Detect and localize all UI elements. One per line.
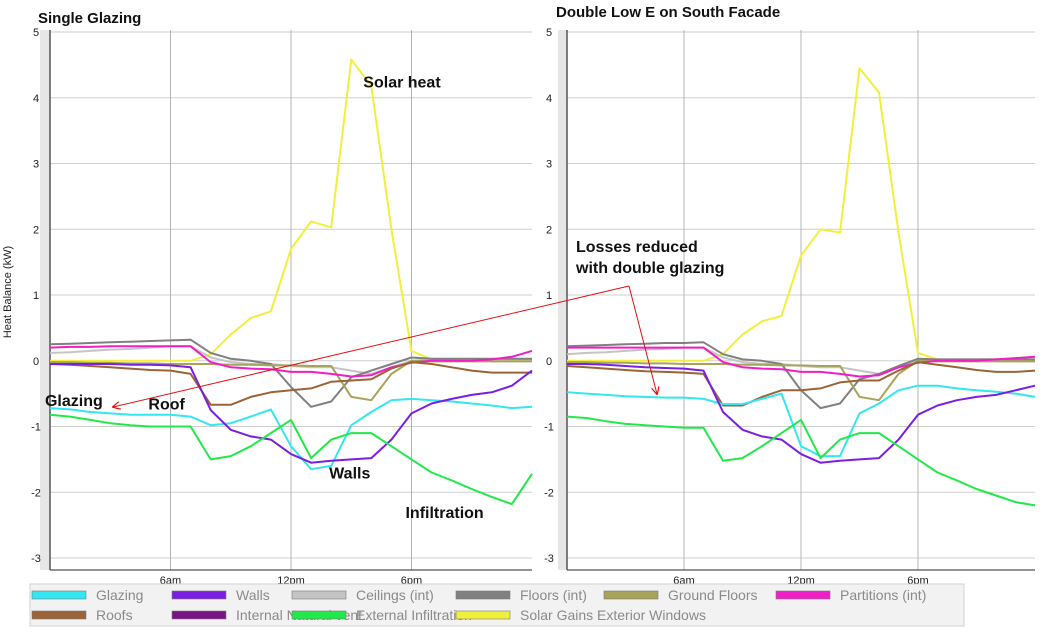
- chart-title: Single Glazing: [38, 10, 141, 27]
- legend-item-glazing: Glazing: [31, 587, 143, 603]
- legend-swatch: [291, 610, 347, 620]
- legend-item-walls: Walls: [171, 587, 270, 603]
- legend-swatch: [171, 590, 227, 600]
- annotation-roof: Roof: [148, 396, 185, 413]
- y-tick-label: 5: [546, 27, 552, 39]
- y-tick-label: -3: [31, 553, 41, 565]
- annotation-solar-heat: Solar heat: [363, 74, 441, 91]
- legend-item-solar-gains-exterior-windows: Solar Gains Exterior Windows: [455, 607, 706, 623]
- callout-line-2: with double glazing: [575, 260, 724, 277]
- series-line-external-infiltration: [566, 415, 1036, 507]
- y-tick-label: -3: [544, 553, 554, 565]
- legend-item-roofs: Roofs: [31, 607, 133, 623]
- y-tick-label: 4: [546, 93, 552, 105]
- legend-label: Partitions (int): [840, 587, 926, 603]
- y-tick-label: 1: [33, 290, 39, 302]
- y-tick-label: 0: [546, 356, 552, 368]
- y-tick-label: 0: [33, 356, 39, 368]
- legend-box: [29, 583, 965, 627]
- legend-label: Ground Floors: [668, 587, 757, 603]
- series-line-floors-int: [49, 338, 532, 408]
- legend-label: Ceilings (int): [356, 587, 434, 603]
- callout-line-1: Losses reduced: [576, 239, 698, 256]
- series-line-glazing: [49, 397, 533, 471]
- y-axis-label: Heat Balance (kW): [2, 246, 14, 338]
- y-tick-label: 4: [33, 93, 39, 105]
- y-tick-label: 5: [33, 27, 39, 39]
- y-tick-label: 3: [546, 159, 552, 171]
- legend-item-ground-floors: Ground Floors: [603, 587, 757, 603]
- plot-frame-band: [40, 30, 50, 570]
- y-tick-label: 2: [33, 224, 39, 236]
- legend-label: Roofs: [96, 607, 133, 623]
- legend-item-floors-int: Floors (int): [455, 587, 587, 603]
- legend-label: External Infiltration: [356, 607, 472, 623]
- series-line-walls: [50, 363, 533, 464]
- y-tick-label: -1: [31, 422, 41, 434]
- legend-swatch: [603, 590, 659, 600]
- legend-label: Floors (int): [520, 587, 587, 603]
- legend-swatch: [455, 590, 511, 600]
- plot-frame-band: [558, 30, 567, 570]
- legend-swatch: [775, 590, 831, 600]
- legend-item-external-infiltration: External Infiltration: [291, 607, 472, 623]
- y-tick-label: -2: [31, 487, 41, 499]
- annotation-glazing: Glazing: [45, 393, 103, 410]
- series-line-roofs: [566, 361, 1036, 407]
- series-line-external-infiltration: [49, 413, 533, 506]
- legend-item-partitions-int: Partitions (int): [775, 587, 926, 603]
- annotation-walls: Walls: [329, 466, 370, 483]
- legend-swatch: [291, 590, 347, 600]
- series-line-roofs: [49, 361, 532, 406]
- legend-swatch: [31, 610, 87, 620]
- y-tick-label: -1: [544, 422, 554, 434]
- legend-swatch: [31, 590, 87, 600]
- series-line-walls: [567, 363, 1036, 464]
- legend-label: Solar Gains Exterior Windows: [520, 607, 706, 623]
- y-tick-label: 2: [546, 224, 552, 236]
- legend-swatch: [455, 610, 511, 620]
- y-tick-label: 3: [33, 159, 39, 171]
- series-line-partitions-int: [49, 345, 533, 378]
- series-line-glazing: [566, 384, 1036, 458]
- callout-arrow-left: [113, 285, 630, 407]
- legend-label: Glazing: [96, 587, 143, 603]
- y-tick-label: 1: [546, 290, 552, 302]
- legend-swatch: [171, 610, 227, 620]
- callout-arrow-right: [628, 285, 657, 394]
- legend-item-ceilings-int: Ceilings (int): [291, 587, 434, 603]
- legend-label: Walls: [236, 587, 270, 603]
- y-tick-label: -2: [544, 487, 554, 499]
- annotation-infiltration: Infiltration: [405, 505, 483, 522]
- chart-title: Double Low E on South Facade: [556, 4, 780, 21]
